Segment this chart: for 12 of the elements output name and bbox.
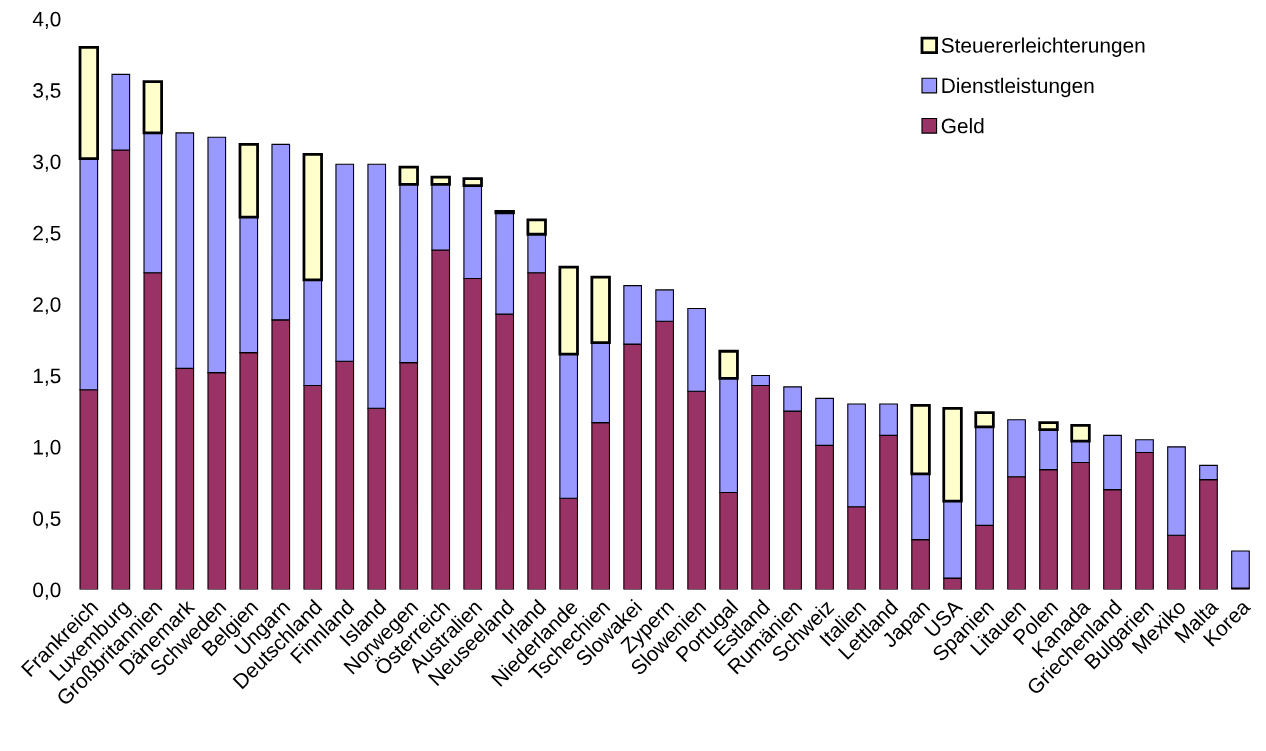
legend-label: Dienstleistungen: [942, 77, 1094, 98]
y-tick-label: 0,0: [33, 582, 61, 600]
y-tick-label: 2,5: [33, 225, 61, 244]
y-tick-label: 0,5: [33, 511, 61, 529]
legend-label: Steuererleichterungen: [941, 37, 1145, 57]
legend-label: Geld: [941, 118, 984, 134]
y-tick-label: 2,0: [33, 297, 61, 315]
y-tick-label: 1,0: [33, 439, 61, 458]
y-tick-label: 1,5: [33, 368, 61, 386]
y-tick-label: 4,0: [32, 11, 61, 29]
y-tick-label: 3,5: [33, 83, 61, 101]
y-tick-label: 3,0: [33, 154, 61, 172]
